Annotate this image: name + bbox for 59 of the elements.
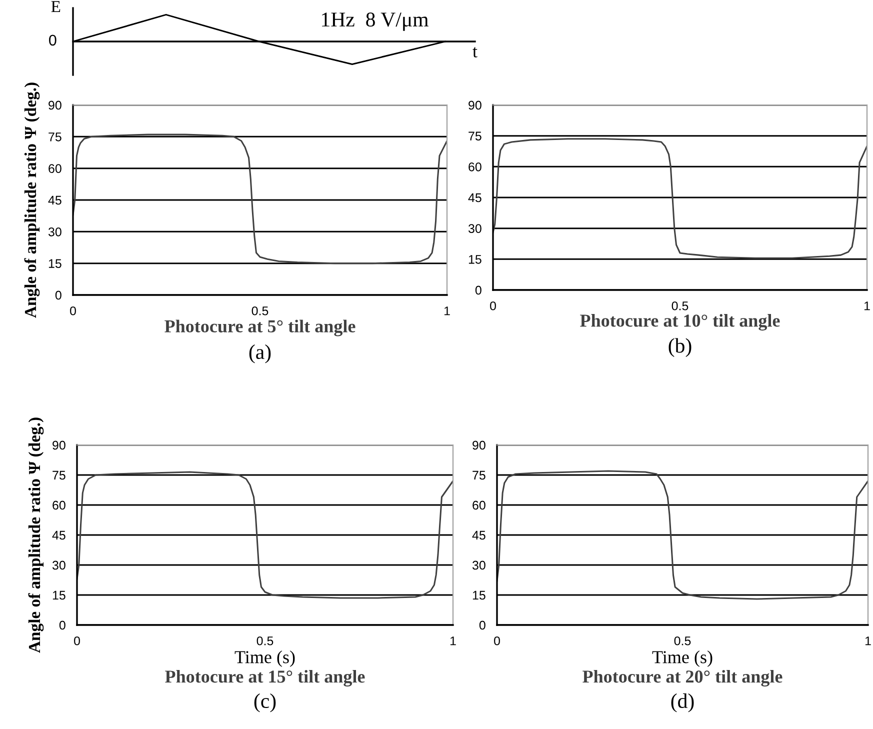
y-axis-title: Angle of amplitude ratio Ψ (deg.) — [28, 418, 44, 653]
text: Photocure at 15° tilt angle — [165, 670, 365, 687]
text: Photocure at 20° tilt angle — [582, 670, 782, 687]
y-tick-label: 75 — [48, 132, 62, 142]
y-tick-label: 90 — [48, 100, 62, 110]
text: (b) — [668, 338, 692, 357]
text: (a) — [249, 344, 271, 364]
x-tick-label: 1 — [864, 302, 870, 310]
line-series — [77, 471, 453, 599]
text: Photocure at 5° tilt angle — [164, 320, 356, 336]
y-tick-label: 90 — [472, 440, 486, 450]
line-series — [493, 138, 867, 259]
y-tick-label: 60 — [468, 162, 482, 172]
y-tick-label: 75 — [52, 470, 66, 480]
y-tick-label: 30 — [472, 560, 486, 570]
y-tick-label: 15 — [48, 259, 62, 268]
y-tick-label: 45 — [472, 530, 486, 540]
y-tick-label: 60 — [48, 164, 62, 173]
x-axis-title: Time (s) — [234, 650, 295, 667]
y-tick-label: 75 — [472, 470, 486, 480]
y-axis-title: E — [51, 1, 60, 12]
x-tick-label: 0 — [74, 636, 80, 646]
text: Photocure at 10° tilt angle — [580, 314, 780, 331]
y-tick-label: 60 — [472, 500, 486, 510]
y-axis-title: Angle of amplitude ratio Ψ (deg.) — [24, 82, 40, 318]
y-tick-label: 90 — [52, 440, 66, 450]
text: (d) — [671, 693, 694, 712]
y-tick-label: 0 — [479, 620, 486, 630]
x-tick-label: 0.5 — [674, 636, 691, 646]
y-tick-label: 15 — [472, 590, 486, 600]
text: (c) — [254, 693, 276, 712]
x-tick-label: 0.5 — [256, 636, 274, 646]
y-tick-label: 75 — [468, 132, 482, 140]
x-tick-label: 0 — [490, 301, 496, 310]
x-tick-label: 1 — [450, 636, 456, 646]
y-tick-label: 60 — [52, 500, 66, 510]
x-tick-label: 0 — [70, 306, 76, 316]
annotation: 1Hz 8 V/μm — [322, 12, 428, 31]
y-tick-label: 30 — [52, 560, 66, 570]
x-axis-title: Time (s) — [652, 650, 712, 667]
x-tick-label: 1 — [865, 636, 871, 646]
x-tick-label: 1 — [444, 306, 450, 316]
x-tick-label: 0 — [494, 636, 500, 646]
line-series — [497, 470, 868, 600]
y-tick-label: 0 — [475, 286, 482, 295]
y-tick-label: 45 — [468, 193, 482, 202]
y-tick-label: 45 — [48, 196, 62, 205]
y-tick-label: 45 — [52, 530, 66, 540]
x-tick-label: 0.5 — [672, 301, 688, 310]
y-tick-label: 15 — [52, 590, 66, 600]
y-tick-label: 15 — [468, 255, 482, 264]
line-series — [73, 134, 447, 264]
y-tick-label: 0 — [55, 290, 62, 300]
y-tick-label: 30 — [48, 227, 62, 236]
y-tick-label: 90 — [468, 100, 482, 110]
y-tick-label: 30 — [468, 224, 482, 233]
x-tick-label: 0.5 — [252, 306, 268, 316]
y-tick-label: 0 — [59, 620, 66, 630]
x-axis-title: t — [472, 47, 478, 58]
